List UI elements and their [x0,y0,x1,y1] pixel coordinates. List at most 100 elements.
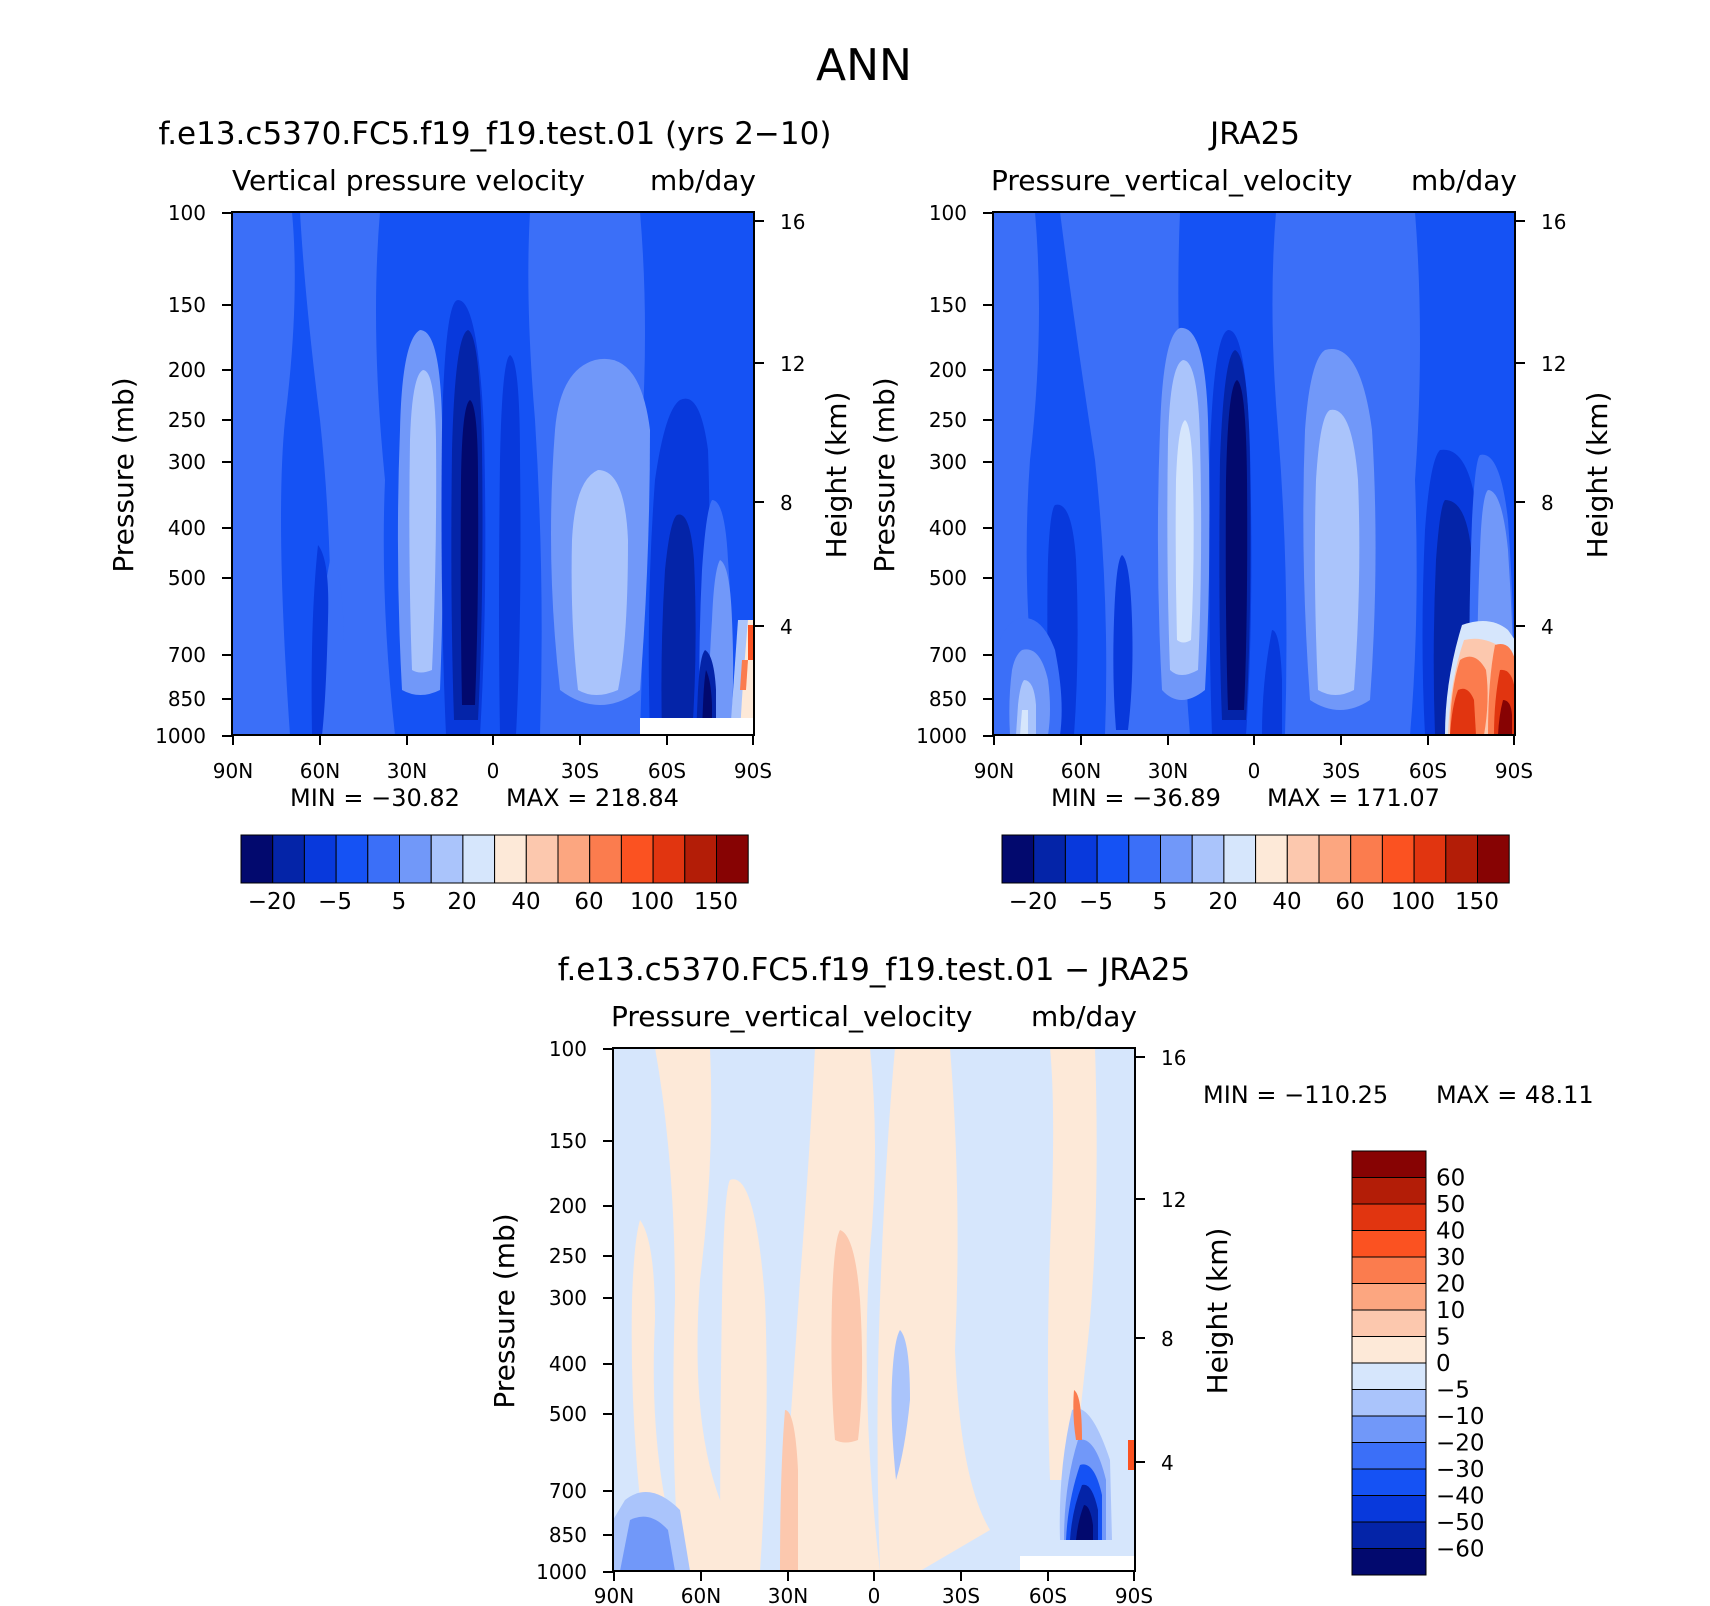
colorbar-label: 10 [1436,1298,1465,1324]
y-tick-label: 100 [929,201,967,225]
x-tick-label: 0 [487,759,500,783]
panel-diff: f.e13.c5370.FC5.f19_f19.test.01 − JRA25 … [488,952,1594,1606]
colorbar-label: −60 [1436,1537,1485,1563]
panel-subtitle-units: mb/day [650,164,756,197]
min-label: MIN = −36.89 [1051,784,1221,812]
colorbar-swatch [1351,1150,1427,1178]
y2-axis-label: Height (km) [1581,392,1614,559]
colorbar [240,834,749,884]
colorbar-swatch [1351,1230,1427,1258]
y-tick-label: 1000 [916,724,967,748]
colorbar-swatch [1096,834,1130,884]
y-tick-label: 300 [549,1286,587,1310]
y-tick-label: 300 [168,450,206,474]
colorbar-label: 5 [392,889,407,915]
panel-model: f.e13.c5370.FC5.f19_f19.test.01 (yrs 2−1… [107,116,853,915]
colorbar-label: −20 [248,889,297,915]
colorbar-swatch [1445,834,1479,884]
y-axis-left: 100 150 200 250 300 400 500 700 850 1000 [536,1037,613,1584]
y2-tick-label: 16 [780,210,805,234]
colorbar-label: −5 [318,889,352,915]
y-axis-label: Pressure (mb) [488,1213,521,1408]
colorbar-swatch [430,834,464,884]
x-tick-label: 30N [1148,759,1188,783]
colorbar-swatch [1350,834,1383,884]
colorbar-label: −30 [1436,1457,1485,1483]
colorbar-label: 150 [1455,889,1499,915]
colorbar-label: 100 [630,889,674,915]
y2-tick-label: 4 [1161,1451,1174,1475]
x-tick-label: 90S [1115,1584,1153,1606]
colorbar-label: −20 [1436,1431,1485,1457]
y-axis-right: 16 12 8 4 [1135,1046,1186,1475]
x-tick-label: 90S [734,759,772,783]
x-tick-label: 90N [213,759,253,783]
colorbar-label: −50 [1436,1510,1485,1536]
y2-tick-label: 12 [1161,1188,1186,1212]
y-tick-label: 200 [549,1194,587,1218]
x-tick-label: 0 [1248,759,1261,783]
max-label: MAX = 171.07 [1267,784,1440,812]
colorbar-swatch [272,834,305,884]
y-tick-label: 400 [929,516,967,540]
y-tick-label: 850 [929,687,967,711]
colorbar-label: 40 [1436,1219,1465,1245]
x-tick-label: 90N [974,759,1014,783]
max-label: MAX = 48.11 [1436,1081,1594,1109]
colorbar-label: 40 [511,889,540,915]
x-tick-label: 30N [768,1584,808,1606]
colorbar-swatch [1351,1203,1427,1231]
colorbar-swatch [1160,834,1193,884]
colorbar-swatch [1477,834,1510,884]
y2-tick-label: 16 [1541,210,1566,234]
colorbar-label: 0 [1436,1351,1451,1377]
colorbar-swatch [1064,834,1098,884]
panel-subtitle-left: Pressure_vertical_velocity [991,164,1352,197]
colorbar-swatch [399,834,432,884]
colorbar-label: −10 [1436,1404,1485,1430]
colorbar [1001,834,1510,884]
y-tick-label: 300 [929,450,967,474]
y-tick-label: 150 [549,1129,587,1153]
x-tick-label: 60S [1409,759,1447,783]
colorbar-swatch [684,834,717,884]
y-axis-label: Pressure (mb) [107,377,140,572]
colorbar-swatch [1033,834,1066,884]
colorbar-label: 5 [1153,889,1168,915]
colorbar-label: 50 [1436,1192,1465,1218]
min-label: MIN = −30.82 [290,784,460,812]
colorbar-swatch [557,834,591,884]
colorbar-swatch [1351,1548,1427,1576]
colorbar-swatch [1351,1336,1427,1364]
colorbar-swatch [620,834,654,884]
colorbar-label: −40 [1436,1484,1485,1510]
colorbar-swatch [1351,1495,1427,1523]
contour-field [232,212,754,735]
contour-field [993,212,1515,735]
colorbar-label: 5 [1436,1325,1451,1351]
colorbar-swatch [1318,834,1352,884]
panel-subtitle-units: mb/day [1411,164,1517,197]
colorbar-swatch [716,834,749,884]
panel-title: f.e13.c5370.FC5.f19_f19.test.01 − JRA25 [558,952,1190,988]
colorbar-label: 40 [1272,889,1301,915]
colorbar-swatch [462,834,496,884]
colorbar-swatch [1381,834,1415,884]
y2-tick-label: 12 [780,352,805,376]
y-tick-label: 150 [168,293,206,317]
colorbar-label: 20 [1436,1272,1465,1298]
colorbar-label: 60 [1335,889,1364,915]
colorbar-label: 150 [694,889,738,915]
colorbar-swatch [1223,834,1257,884]
y2-tick-label: 12 [1541,352,1566,376]
y-tick-label: 500 [168,566,206,590]
x-tick-label: 30S [942,1584,980,1606]
colorbar-swatch [1413,834,1447,884]
colorbar-swatch [652,834,686,884]
panel-obs: JRA25 Pressure_vertical_velocity mb/day [868,116,1614,915]
colorbar-swatch [335,834,369,884]
colorbar-label: 20 [447,889,476,915]
y-tick-label: 1000 [155,724,206,748]
colorbar-label: 60 [574,889,603,915]
